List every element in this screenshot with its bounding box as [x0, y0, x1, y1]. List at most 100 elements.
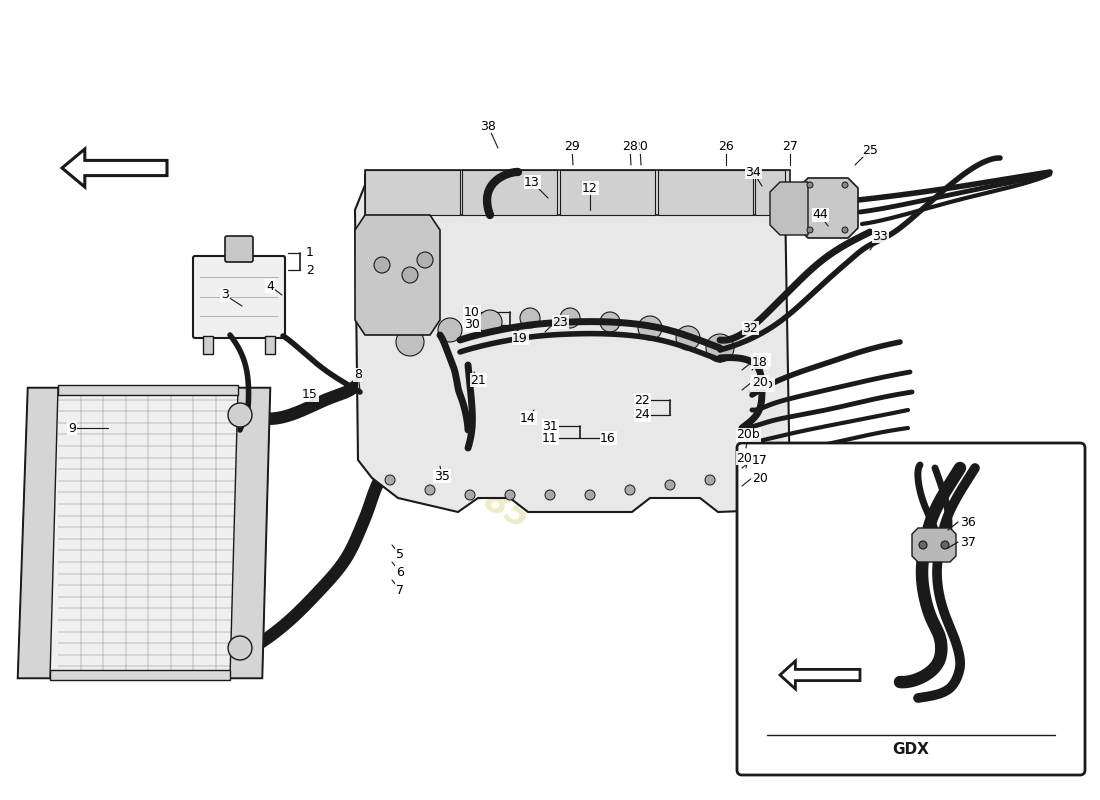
Circle shape	[842, 227, 848, 233]
Text: 4: 4	[266, 279, 274, 293]
Circle shape	[465, 490, 475, 500]
Circle shape	[505, 490, 515, 500]
Circle shape	[544, 490, 556, 500]
Text: 23: 23	[552, 315, 568, 329]
Circle shape	[918, 541, 927, 549]
Circle shape	[585, 490, 595, 500]
Bar	[365, 170, 460, 215]
Text: 18b: 18b	[750, 378, 774, 391]
Text: 16: 16	[601, 431, 616, 445]
FancyBboxPatch shape	[737, 443, 1085, 775]
Circle shape	[228, 636, 252, 660]
Polygon shape	[230, 388, 270, 678]
Text: 14: 14	[520, 411, 536, 425]
Text: 35: 35	[434, 470, 450, 482]
Circle shape	[742, 470, 754, 480]
Text: 2: 2	[306, 263, 313, 277]
Polygon shape	[780, 661, 860, 689]
Text: 11: 11	[542, 431, 558, 445]
Text: 30: 30	[464, 318, 480, 331]
Text: 21: 21	[470, 374, 486, 386]
Text: 10: 10	[464, 306, 480, 318]
Circle shape	[600, 312, 620, 332]
Circle shape	[228, 403, 252, 427]
Text: 12: 12	[582, 182, 598, 194]
Circle shape	[807, 227, 813, 233]
Text: 17: 17	[752, 454, 768, 466]
Bar	[755, 170, 785, 215]
Bar	[658, 170, 754, 215]
Text: 44: 44	[812, 209, 828, 222]
Circle shape	[940, 541, 949, 549]
Circle shape	[842, 182, 848, 188]
Text: 13: 13	[524, 175, 540, 189]
Polygon shape	[912, 528, 956, 562]
Text: 6: 6	[396, 566, 404, 578]
Text: 8: 8	[354, 369, 362, 382]
Text: 36: 36	[960, 515, 976, 529]
Text: 15: 15	[302, 389, 318, 402]
Circle shape	[425, 485, 435, 495]
Circle shape	[478, 310, 502, 334]
Circle shape	[417, 252, 433, 268]
Text: 28: 28	[623, 141, 638, 154]
Text: 3: 3	[221, 289, 229, 302]
Circle shape	[625, 485, 635, 495]
Text: 20: 20	[752, 375, 768, 389]
Text: 18: 18	[752, 355, 768, 369]
Circle shape	[705, 475, 715, 485]
Bar	[462, 170, 557, 215]
Text: 26: 26	[718, 141, 734, 154]
Polygon shape	[18, 388, 270, 678]
Text: 7: 7	[396, 583, 404, 597]
Text: 5: 5	[396, 549, 404, 562]
Circle shape	[402, 267, 418, 283]
Text: 37: 37	[960, 535, 976, 549]
Text: 20: 20	[752, 471, 768, 485]
Circle shape	[520, 308, 540, 328]
Bar	[560, 170, 654, 215]
Circle shape	[666, 480, 675, 490]
Polygon shape	[798, 178, 858, 238]
Text: 29: 29	[564, 141, 580, 154]
Circle shape	[638, 316, 662, 340]
Circle shape	[807, 182, 813, 188]
Polygon shape	[18, 388, 58, 678]
Bar	[365, 170, 790, 215]
Circle shape	[438, 318, 462, 342]
Text: 20b: 20b	[736, 429, 760, 442]
Text: 9: 9	[68, 422, 76, 434]
Circle shape	[385, 475, 395, 485]
FancyBboxPatch shape	[226, 236, 253, 262]
Text: 22: 22	[634, 394, 650, 406]
Text: 24: 24	[634, 409, 650, 422]
Text: 25: 25	[862, 143, 878, 157]
Polygon shape	[355, 215, 440, 335]
Text: passionforparts
     .com
     1985: passionforparts .com 1985	[324, 329, 636, 571]
Circle shape	[560, 308, 580, 328]
Text: 17: 17	[752, 454, 768, 466]
Text: GDX: GDX	[892, 742, 929, 758]
Text: 1: 1	[306, 246, 313, 259]
Bar	[204, 336, 213, 354]
Polygon shape	[62, 149, 167, 187]
Circle shape	[706, 334, 734, 362]
Text: 31: 31	[542, 419, 558, 433]
Text: 20: 20	[632, 141, 648, 154]
Circle shape	[396, 328, 424, 356]
Polygon shape	[770, 182, 808, 235]
FancyBboxPatch shape	[192, 256, 285, 338]
Circle shape	[676, 326, 700, 350]
Text: 32: 32	[742, 322, 758, 334]
Text: 18: 18	[755, 354, 770, 366]
Text: 33: 33	[872, 230, 888, 242]
Text: 38: 38	[480, 119, 496, 133]
Polygon shape	[355, 175, 790, 512]
Text: 20c: 20c	[737, 451, 759, 465]
Text: 27: 27	[782, 141, 797, 154]
Bar	[50, 670, 230, 680]
Circle shape	[374, 257, 390, 273]
Bar	[265, 336, 275, 354]
Text: 34: 34	[745, 166, 761, 178]
Bar	[58, 385, 238, 395]
